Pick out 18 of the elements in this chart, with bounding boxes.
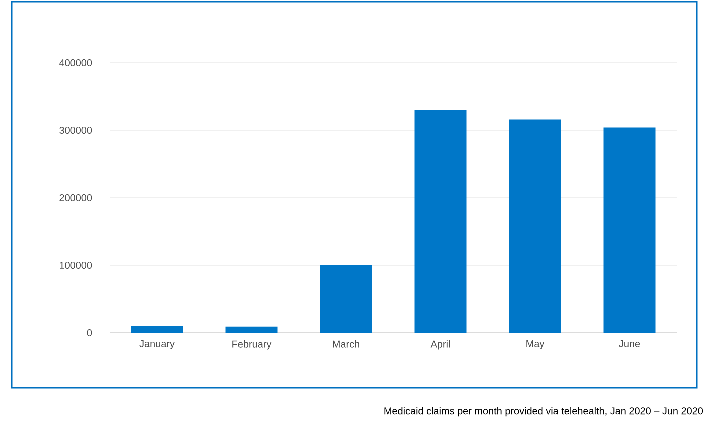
x-tick-label: June — [619, 340, 640, 348]
x-tick-label: May — [526, 340, 545, 350]
x-tick-label: February — [232, 340, 272, 350]
text: Medicaid claims per month provided via telehealth, Jan 2020 – Jun 2020 — [384, 407, 704, 417]
x-tick-label: January — [140, 340, 175, 350]
y-tick-label: 300000 — [60, 126, 92, 134]
bar — [131, 326, 184, 333]
y-tick-label: 100000 — [60, 262, 92, 270]
x-tick-label: April — [430, 340, 450, 350]
y-tick-label: 0 — [87, 329, 92, 337]
bar — [604, 128, 656, 333]
y-tick-label: 200000 — [60, 194, 92, 202]
y-tick-label: 400000 — [59, 59, 92, 67]
bar — [509, 120, 562, 333]
bar — [414, 110, 467, 333]
x-tick-label: March — [333, 340, 360, 348]
bar — [226, 326, 278, 333]
bar — [320, 266, 372, 333]
